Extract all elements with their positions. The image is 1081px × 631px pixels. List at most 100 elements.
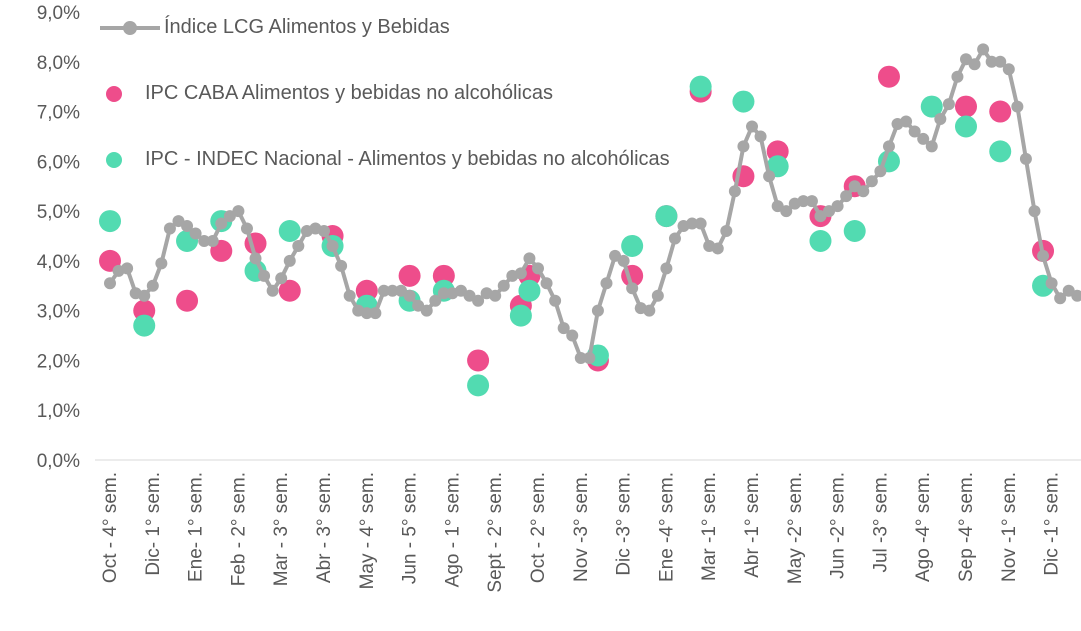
line-marker (917, 132, 930, 145)
x-tick-label: Mar -1° sem. (699, 472, 720, 581)
dot (955, 95, 977, 118)
line-marker (874, 165, 887, 178)
dot (621, 234, 644, 257)
x-tick-label: Nov -1° sem. (999, 472, 1020, 582)
line-marker (369, 307, 382, 320)
line-marker (121, 262, 134, 275)
line-marker (994, 55, 1007, 68)
line-marker (865, 175, 878, 188)
line-marker (420, 304, 433, 317)
dot (99, 210, 121, 233)
line-marker (668, 232, 681, 245)
line-marker (977, 43, 990, 56)
line-marker (934, 113, 947, 126)
x-tick-label: Dic -3° sem. (614, 472, 635, 576)
x-tick-label: Abr - 3° sem. (314, 472, 335, 583)
line-marker (437, 287, 450, 300)
y-tick-label: 5,0% (37, 202, 80, 223)
line-marker (1028, 205, 1041, 218)
line-marker (360, 307, 373, 320)
line-marker (138, 289, 151, 302)
line-marker (326, 239, 339, 252)
y-tick-label: 4,0% (37, 252, 80, 273)
x-tick-label: Dic- 1° sem. (143, 472, 164, 576)
x-tick-label: Jun -2° sem. (828, 472, 849, 579)
line-marker (198, 234, 211, 247)
line-marker (805, 195, 818, 208)
x-tick-label: Feb - 2° sem. (228, 472, 249, 586)
line-marker (386, 284, 399, 297)
line-marker (403, 289, 416, 302)
line-marker (728, 185, 741, 198)
x-tick-label: Ago - 1° sem. (442, 472, 463, 587)
x-tick-label: Dic -1° sem. (1042, 472, 1063, 576)
x-tick-label: Sep -4° sem. (956, 472, 977, 582)
x-tick-label: Jun - 5° sem. (400, 472, 421, 584)
line-marker (1054, 292, 1067, 305)
line-marker (643, 304, 656, 317)
line-marker (215, 217, 228, 230)
x-tick-label: Nov -3° sem. (571, 472, 592, 582)
x-tick-label: Ago -4° sem. (913, 472, 934, 582)
x-tick-label: Abr -1° sem. (742, 472, 763, 578)
x-tick-label: May - 4° sem. (357, 472, 378, 589)
line-marker (275, 272, 288, 285)
line-marker (146, 279, 159, 292)
line-marker (557, 322, 570, 335)
line-marker (258, 269, 271, 282)
line-marker (746, 120, 758, 133)
y-tick-label: 3,0% (37, 302, 80, 323)
legend-marker (123, 21, 137, 35)
line-marker (908, 125, 921, 138)
dot (176, 289, 199, 312)
dot (989, 140, 1012, 163)
line-marker (155, 257, 168, 270)
line-marker (318, 225, 330, 238)
y-tick-label: 7,0% (37, 103, 80, 124)
line-marker (283, 254, 296, 267)
line-marker (968, 58, 981, 71)
line-marker (583, 351, 596, 364)
line-marker (951, 70, 964, 83)
line-marker (694, 217, 707, 230)
dot (133, 314, 156, 337)
line-marker (232, 205, 245, 218)
y-tick-label: 6,0% (37, 152, 80, 173)
line-marker (523, 252, 536, 265)
line-marker (626, 282, 639, 295)
line-marker (549, 294, 562, 307)
line-marker (1002, 63, 1015, 76)
line-marker (189, 227, 202, 240)
line-marker (497, 279, 510, 292)
dot (509, 304, 532, 327)
line-marker (240, 222, 253, 235)
line-marker (181, 220, 194, 233)
line-marker (249, 252, 262, 265)
legend-label: IPC CABA Alimentos y bebidas no alcohóli… (145, 82, 553, 104)
line-marker (540, 277, 553, 290)
dot (518, 279, 541, 302)
line-marker (754, 130, 767, 143)
line-marker (686, 217, 699, 230)
x-tick-label: Jul -3° sem. (870, 472, 891, 573)
line-marker (942, 98, 955, 111)
line-marker (780, 205, 793, 218)
legend-marker (106, 86, 122, 102)
dot (467, 374, 490, 397)
line-marker (163, 222, 176, 235)
line-marker (206, 234, 219, 247)
dot (920, 95, 943, 118)
line-marker (343, 289, 356, 302)
dot (732, 90, 755, 113)
x-tick-label: Sept - 2° sem. (485, 472, 506, 593)
line-marker (660, 262, 673, 275)
line-marker (1071, 289, 1081, 302)
line-marker (104, 277, 116, 290)
y-tick-label: 0,0% (37, 451, 80, 472)
dot (467, 349, 490, 372)
line-marker (1045, 277, 1058, 290)
dot (278, 220, 301, 243)
line-marker (292, 239, 305, 252)
line-marker (797, 195, 810, 208)
